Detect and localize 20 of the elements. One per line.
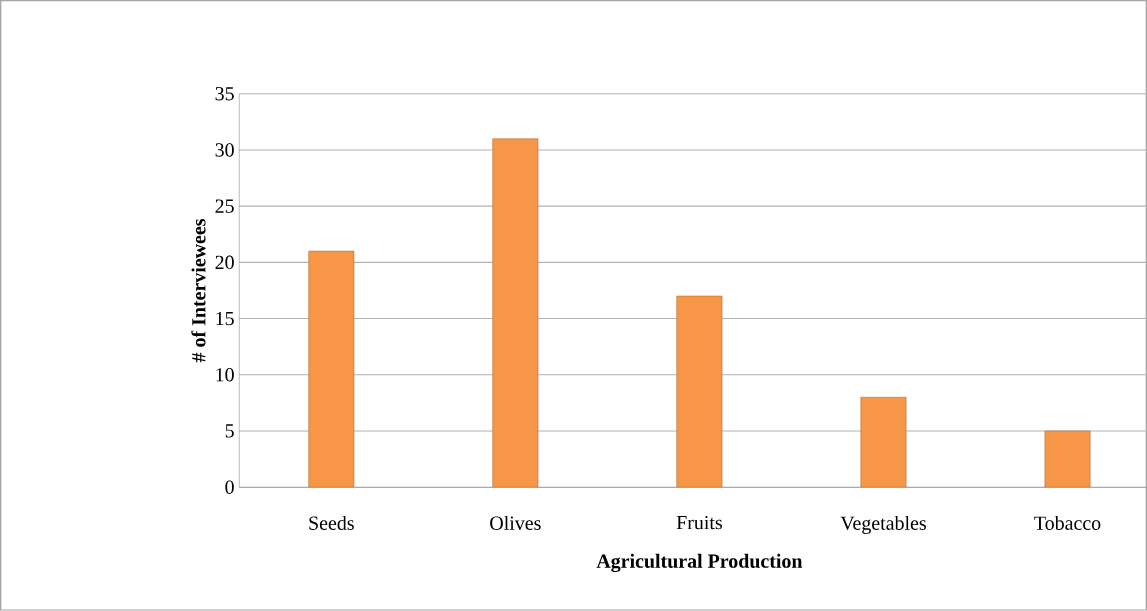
bar [1044,430,1091,488]
y-tick-label: 35 [215,87,234,101]
y-tick-label: 15 [216,311,234,326]
y-tick-label: 0 [225,480,234,494]
x-tick-label: Olives [490,515,541,530]
bar [676,295,723,488]
y-tick-label: 5 [225,424,234,438]
bar [492,138,539,488]
x-tick-label: Seeds [309,515,354,530]
x-axis-title: Agricultural Production [596,553,803,573]
y-tick-label: 10 [216,368,234,382]
bar [308,250,355,488]
x-tick-label: Vegetables [840,515,926,535]
x-tick-label: Fruits [676,515,722,530]
y-axis-title: # of Interviewees [191,219,206,363]
y-tick-label: 30 [215,143,234,157]
bar [860,397,907,488]
y-tick-label: 25 [215,199,234,213]
y-tick-label: 20 [215,255,234,270]
x-tick-label: Tobacco [1034,515,1101,530]
